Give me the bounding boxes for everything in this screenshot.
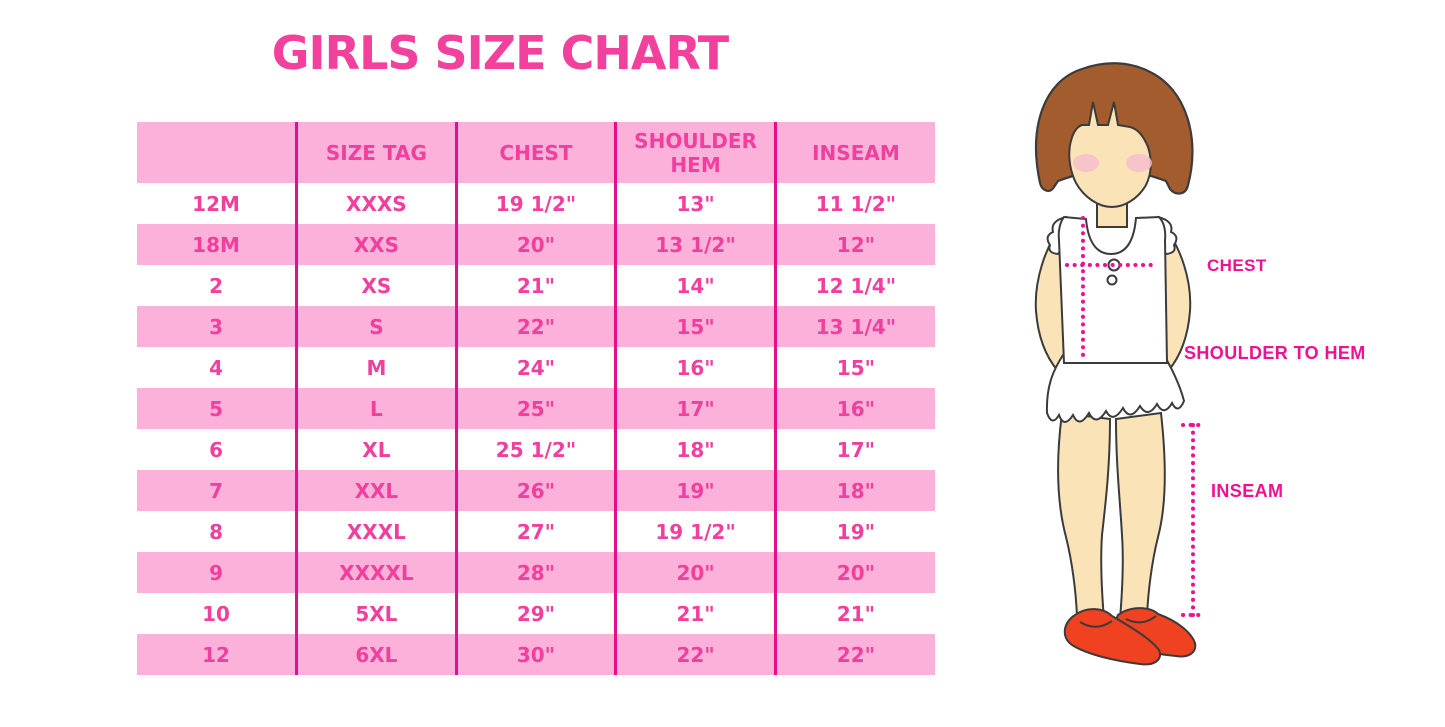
- table-cell: 9: [137, 552, 297, 593]
- table-cell: 21": [773, 593, 935, 634]
- table-cell: 12 1/4": [773, 265, 935, 306]
- table-cell: 10: [137, 593, 297, 634]
- table-cell: 12": [773, 224, 935, 265]
- table-cell: 16": [773, 388, 935, 429]
- girl-face: [1068, 101, 1152, 209]
- girl-leg-left: [1057, 411, 1112, 621]
- table-cell: XXL: [295, 470, 457, 511]
- table-row: 6 XL 25 1/2" 18" 17": [137, 429, 935, 470]
- table-row: 18M XXS 20" 13 1/2" 12": [137, 224, 935, 265]
- table-cell: 17": [614, 388, 776, 429]
- table-row: 9 XXXXL 28" 20" 20": [137, 552, 935, 593]
- table-row: 10 5XL 29" 21" 21": [137, 593, 935, 634]
- table-cell: 11 1/2": [773, 183, 935, 224]
- table-row: 8 XXXL 27" 19 1/2" 19": [137, 511, 935, 552]
- table-row: 3 S 22" 15" 13 1/4": [137, 306, 935, 347]
- table-row: 2 XS 21" 14" 12 1/4": [137, 265, 935, 306]
- table-cell: S: [295, 306, 457, 347]
- table-cell: 21": [614, 593, 776, 634]
- table-cell: 12: [137, 634, 297, 675]
- size-chart-header: SIZE TAG CHEST SHOULDER HEM INSEAM: [137, 122, 935, 183]
- girl-skirt: [1045, 354, 1186, 423]
- table-cell: 7: [137, 470, 297, 511]
- table-cell: 22": [773, 634, 935, 675]
- table-cell: 2: [137, 265, 297, 306]
- table-cell: 8: [137, 511, 297, 552]
- table-row: 5 L 25" 17" 16": [137, 388, 935, 429]
- table-cell: 28": [454, 552, 616, 593]
- table-cell: XXS: [295, 224, 457, 265]
- table-cell: 21": [454, 265, 616, 306]
- table-cell: 19 1/2": [454, 183, 616, 224]
- table-cell: 3: [137, 306, 297, 347]
- table-cell: L: [295, 388, 457, 429]
- table-cell: 13": [614, 183, 776, 224]
- header-cell-chest: CHEST: [454, 122, 616, 183]
- header-cell-blank: [137, 122, 297, 183]
- table-cell: 5XL: [295, 593, 457, 634]
- table-cell: 29": [454, 593, 616, 634]
- table-cell: 27": [454, 511, 616, 552]
- table-cell: 17": [773, 429, 935, 470]
- table-cell: 13 1/2": [614, 224, 776, 265]
- table-cell: 25": [454, 388, 616, 429]
- table-cell: 22": [454, 306, 616, 347]
- table-cell: 16": [614, 347, 776, 388]
- header-cell-shoulder-hem: SHOULDER HEM: [614, 122, 776, 183]
- header-row: SIZE TAG CHEST SHOULDER HEM INSEAM: [137, 122, 935, 183]
- page-title: GIRLS SIZE CHART: [271, 26, 729, 80]
- table-cell: 26": [454, 470, 616, 511]
- table-cell: 30": [454, 634, 616, 675]
- table-row: 7 XXL 26" 19" 18": [137, 470, 935, 511]
- shoulder-to-hem-label: SHOULDER TO HEM: [1184, 343, 1366, 363]
- table-cell: XS: [295, 265, 457, 306]
- girl-illustration: CHEST SHOULDER TO HEM INSEAM: [1034, 62, 1366, 666]
- table-cell: 15": [773, 347, 935, 388]
- blush-left: [1073, 154, 1099, 172]
- inseam-label: INSEAM: [1211, 481, 1283, 501]
- shoe-strap-left: [1079, 620, 1113, 628]
- header-cell-size-tag: SIZE TAG: [295, 122, 457, 183]
- table-cell: 19": [773, 511, 935, 552]
- table-cell: XL: [295, 429, 457, 470]
- table-cell: 18M: [137, 224, 297, 265]
- table-cell: M: [295, 347, 457, 388]
- table-row: 12M XXXS 19 1/2" 13" 11 1/2": [137, 183, 935, 224]
- table-cell: 15": [614, 306, 776, 347]
- table-cell: 20": [614, 552, 776, 593]
- girl-measurement-figure: CHEST SHOULDER TO HEM INSEAM: [1000, 55, 1445, 723]
- shoe-strap-right: [1125, 615, 1157, 624]
- table-cell: 19 1/2": [614, 511, 776, 552]
- table-cell: 6XL: [295, 634, 457, 675]
- table-cell: 6: [137, 429, 297, 470]
- table-cell: 25 1/2": [454, 429, 616, 470]
- chest-label: CHEST: [1207, 256, 1267, 275]
- table-cell: 14": [614, 265, 776, 306]
- table-cell: XXXS: [295, 183, 457, 224]
- table-cell: 22": [614, 634, 776, 675]
- table-cell: 24": [454, 347, 616, 388]
- table-cell: 18": [773, 470, 935, 511]
- table-cell: 5: [137, 388, 297, 429]
- girl-leg-right: [1114, 411, 1166, 621]
- table-row: 12 6XL 30" 22" 22": [137, 634, 935, 675]
- header-cell-inseam: INSEAM: [773, 122, 935, 183]
- table-cell: XXXL: [295, 511, 457, 552]
- girl-top: [1057, 215, 1169, 364]
- girl-shoe-left: [1063, 608, 1161, 666]
- blush-right: [1126, 154, 1152, 172]
- table-cell: XXXXL: [295, 552, 457, 593]
- table-cell: 20": [454, 224, 616, 265]
- table-cell: 13 1/4": [773, 306, 935, 347]
- button-bottom: [1106, 274, 1118, 286]
- table-cell: 18": [614, 429, 776, 470]
- table-cell: 19": [614, 470, 776, 511]
- size-chart-table: SIZE TAG CHEST SHOULDER HEM INSEAM 12M XX…: [137, 122, 935, 675]
- table-cell: 12M: [137, 183, 297, 224]
- table-cell: 20": [773, 552, 935, 593]
- table-row: 4 M 24" 16" 15": [137, 347, 935, 388]
- table-cell: 4: [137, 347, 297, 388]
- size-chart-body: 12M XXXS 19 1/2" 13" 11 1/2" 18M XXS 20" 13 1/2"…: [137, 183, 935, 675]
